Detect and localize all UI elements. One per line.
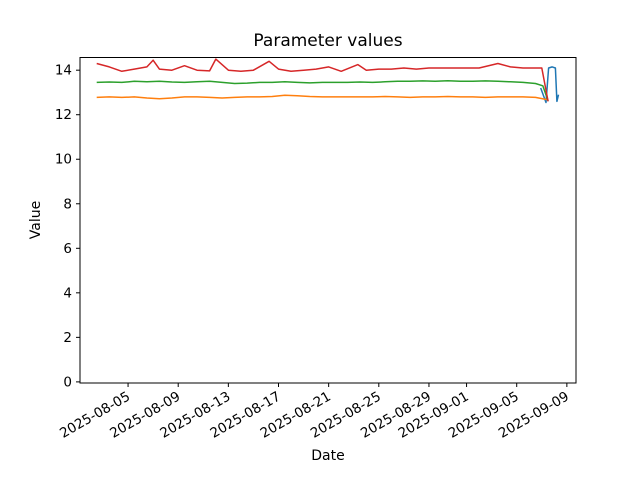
series-blue-line	[539, 66, 560, 104]
y-tick-label: 10	[55, 152, 72, 168]
y-tick-label: 8	[63, 196, 72, 212]
y-tick-label: 6	[63, 241, 72, 257]
chart-title: Parameter values	[253, 31, 402, 51]
y-axis-ticks: 0 2 4 6 8 10 12 14	[55, 63, 80, 390]
x-axis-label: Date	[311, 448, 344, 464]
y-axis-label: Value	[28, 201, 44, 239]
series-lines	[96, 58, 560, 104]
y-tick-label: 14	[55, 63, 72, 79]
series-orange-line	[96, 94, 548, 101]
y-tick-label: 12	[55, 107, 72, 123]
axes-frame	[79, 57, 577, 384]
series-red-line	[96, 58, 549, 102]
y-tick-label: 2	[63, 330, 72, 346]
x-axis-ticks: 2025-08-052025-08-092025-08-132025-08-17…	[57, 383, 572, 442]
series-green-line	[96, 79, 549, 102]
y-tick-label: 0	[63, 374, 72, 390]
plot-frame	[79, 57, 577, 384]
y-tick-label: 4	[63, 285, 72, 301]
